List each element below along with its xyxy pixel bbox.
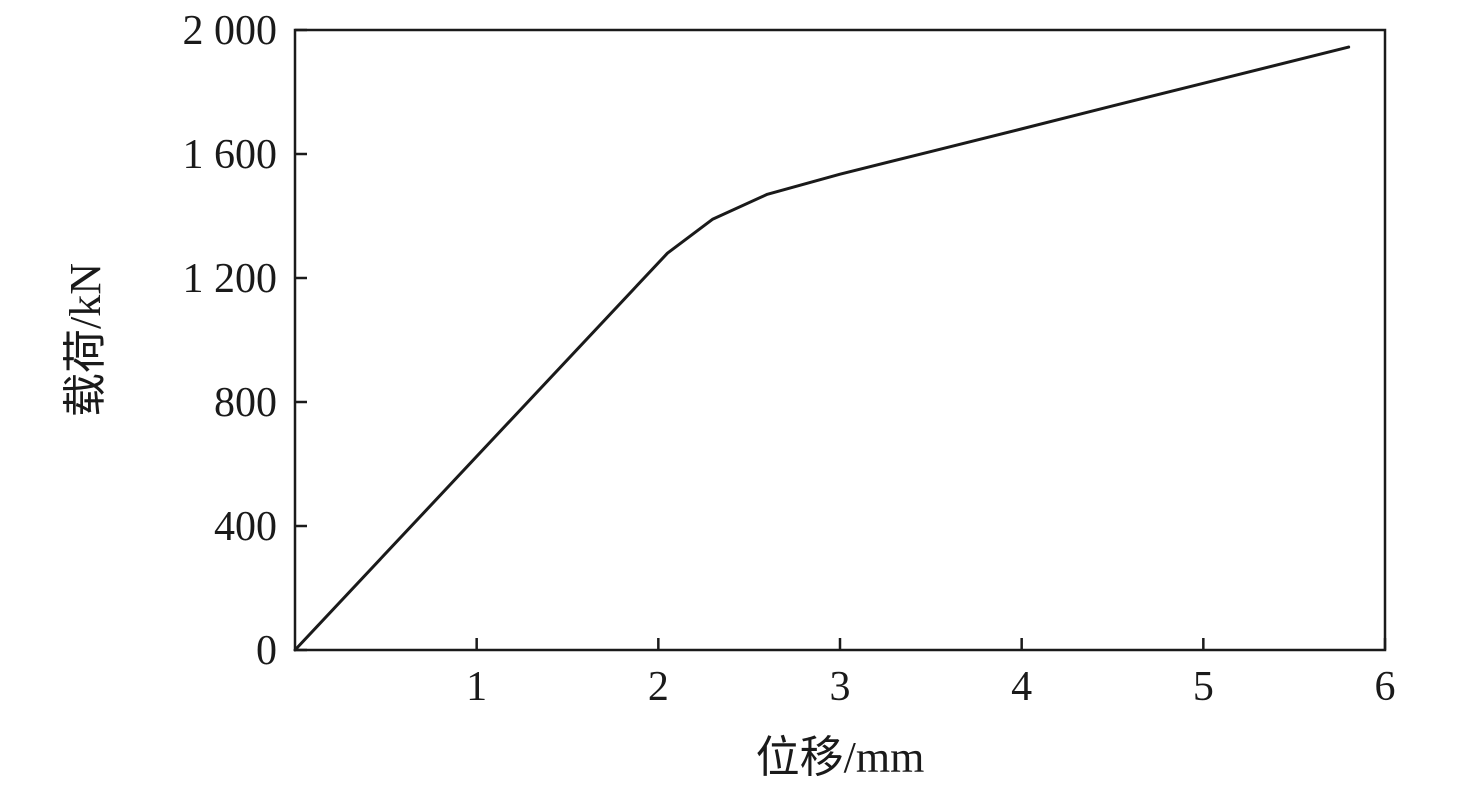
y-tick-label: 0 [256, 628, 277, 674]
y-tick-label: 1 600 [183, 132, 278, 178]
x-tick-label: 5 [1193, 664, 1214, 710]
plot-frame [293, 28, 1387, 652]
y-axis-label: 载荷/kN [61, 263, 110, 417]
tick-labels: 1 2 3 4 5 6 0 400 800 1 200 1 600 2 000 [183, 8, 1396, 710]
axis-ticks [295, 28, 1387, 652]
load-displacement-curve [293, 45, 1351, 652]
x-tick-label: 3 [830, 664, 851, 710]
y-tick-label: 2 000 [183, 8, 278, 54]
y-tick-label: 1 200 [183, 256, 278, 302]
x-tick-label: 2 [648, 664, 669, 710]
x-tick-label: 4 [1011, 664, 1032, 710]
x-axis-label: 位移/mm [756, 733, 925, 782]
x-tick-label: 1 [466, 664, 487, 710]
plot-border [293, 28, 1387, 652]
y-tick-label: 400 [214, 504, 277, 550]
y-tick-label: 800 [214, 380, 277, 426]
data-series [293, 45, 1351, 652]
x-tick-label: 6 [1375, 664, 1396, 710]
